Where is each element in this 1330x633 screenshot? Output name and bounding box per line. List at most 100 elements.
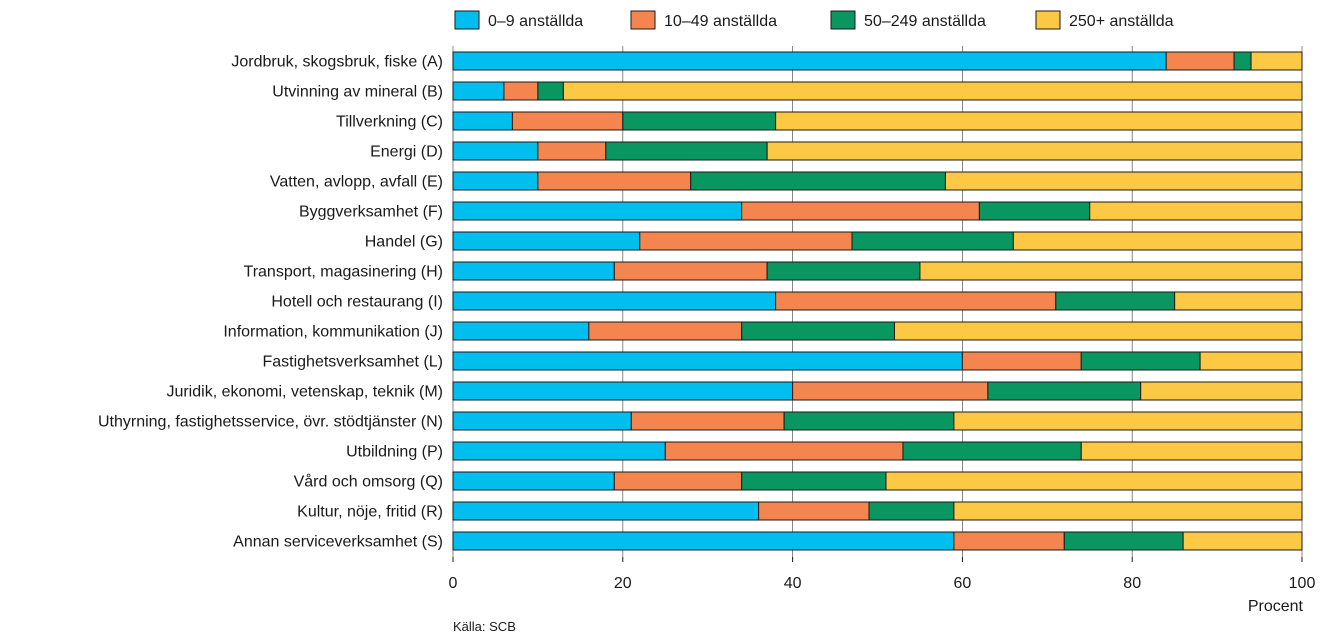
bar-segment: [953, 531, 1065, 551]
bar-segment: [1080, 351, 1201, 371]
category-labels: Jordbruk, skogsbruk, fiske (A) Utvinning …: [98, 54, 443, 551]
x-tick-label: 0: [449, 575, 458, 592]
category-label: Byggverksamhet (F): [299, 204, 443, 221]
bar-segment: [775, 291, 1057, 311]
x-tick-label: 100: [1289, 575, 1316, 592]
bar-segment: [690, 171, 946, 191]
x-tick-label: 40: [784, 575, 802, 592]
bar-segment: [766, 261, 921, 281]
category-label: Utvinning av mineral (B): [272, 84, 443, 101]
bar-segment: [961, 351, 1082, 371]
bar-segment: [1174, 291, 1303, 311]
bar-segment: [622, 111, 777, 131]
category-label: Vatten, avlopp, avfall (E): [270, 174, 443, 191]
bar-segment: [452, 501, 760, 521]
bar-segment: [452, 471, 615, 491]
legend-label: 0–9 anställda: [488, 13, 583, 30]
bar-segment: [775, 111, 1303, 131]
bar-segment: [452, 51, 1167, 71]
category-label: Jordbruk, skogsbruk, fiske (A): [231, 54, 443, 71]
legend-swatch: [1035, 10, 1061, 30]
bar-segment: [664, 441, 904, 461]
bar-segment: [953, 501, 1303, 521]
x-axis: 0 20 40 60 80 100: [449, 557, 1316, 592]
bar-segment: [978, 201, 1091, 221]
bar-segment: [537, 171, 692, 191]
category-label: Energi (D): [370, 144, 443, 161]
bar-segment: [741, 321, 895, 341]
bar-segment: [893, 321, 1303, 341]
bar-segment: [452, 171, 539, 191]
x-tick-label: 80: [1123, 575, 1141, 592]
category-label: Information, kommunikation (J): [223, 324, 443, 341]
bar-segment: [503, 81, 539, 101]
bar-segment: [537, 141, 607, 161]
bar-segment: [919, 261, 1303, 281]
bar-segment: [511, 111, 624, 131]
bar-segment: [613, 261, 768, 281]
bar-segment: [562, 81, 1303, 101]
bar-segment: [953, 411, 1303, 431]
category-label: Vård och omsorg (Q): [294, 473, 443, 491]
bar-segment: [783, 411, 955, 431]
bar-segment: [987, 381, 1142, 401]
bar-segment: [452, 81, 505, 101]
bar-segment: [605, 141, 768, 161]
source-note: Källa: SCB: [453, 619, 516, 633]
category-label: Annan serviceverksamhet (S): [233, 534, 443, 551]
bar-segment: [452, 321, 590, 341]
bar-segment: [452, 201, 743, 221]
bar-segment: [1089, 201, 1303, 221]
category-label: Kultur, nöje, fritid (R): [297, 504, 443, 521]
bar-segment: [588, 321, 743, 341]
bar-segment: [452, 291, 777, 311]
bar-segment: [1233, 51, 1252, 71]
bar-segment: [639, 231, 853, 251]
bar-segment: [851, 231, 1014, 251]
legend-swatch: [630, 10, 656, 30]
category-label: Hotell och restaurang (I): [271, 294, 443, 311]
bar-segment: [1063, 531, 1184, 551]
bar-segment: [902, 441, 1082, 461]
category-label: Tillverkning (C): [336, 114, 443, 131]
category-label: Handel (G): [365, 234, 443, 251]
bar-segment: [1165, 51, 1235, 71]
bar-segment: [613, 471, 743, 491]
bar-segment: [452, 111, 513, 131]
legend-label: 250+ anställda: [1069, 13, 1174, 30]
bar-segment: [452, 411, 632, 431]
x-tick-label: 20: [614, 575, 632, 592]
legend-label: 50–249 anställda: [864, 13, 986, 30]
bar-segment: [452, 531, 955, 551]
bar-segment: [741, 201, 980, 221]
bar-segment: [792, 381, 989, 401]
bar-segment: [1182, 531, 1303, 551]
legend: 0–9 anställda 10–49 anställda 50–249 anstä…: [454, 10, 1174, 30]
category-label: Juridik, ekonomi, vetenskap, teknik (M): [166, 384, 443, 401]
bar-segment: [1250, 51, 1303, 71]
bar-segment: [1199, 351, 1303, 371]
bar-segment: [766, 141, 1303, 161]
category-label: Transport, magasinering (H): [244, 264, 443, 281]
bar-segment: [452, 441, 666, 461]
bar-segment: [1012, 231, 1303, 251]
bar-segment: [741, 471, 887, 491]
legend-swatch: [454, 10, 480, 30]
bar-segment: [758, 501, 870, 521]
bar-segment: [868, 501, 955, 521]
category-label: Utbildning (P): [346, 444, 443, 461]
bar-segment: [452, 231, 641, 251]
bar-segment: [630, 411, 785, 431]
bar-segment: [537, 81, 564, 101]
category-label: Uthyrning, fastighetsservice, övr. stödt…: [98, 414, 443, 431]
bar-segment: [944, 171, 1303, 191]
bar-segment: [452, 141, 539, 161]
bar-segment: [452, 351, 963, 371]
bar-segment: [452, 381, 794, 401]
bar-segment: [1055, 291, 1176, 311]
category-label: Fastighetsverksamhet (L): [262, 354, 443, 371]
bar-segment: [1140, 381, 1303, 401]
bar-segment: [452, 261, 615, 281]
bars: [452, 51, 1303, 551]
